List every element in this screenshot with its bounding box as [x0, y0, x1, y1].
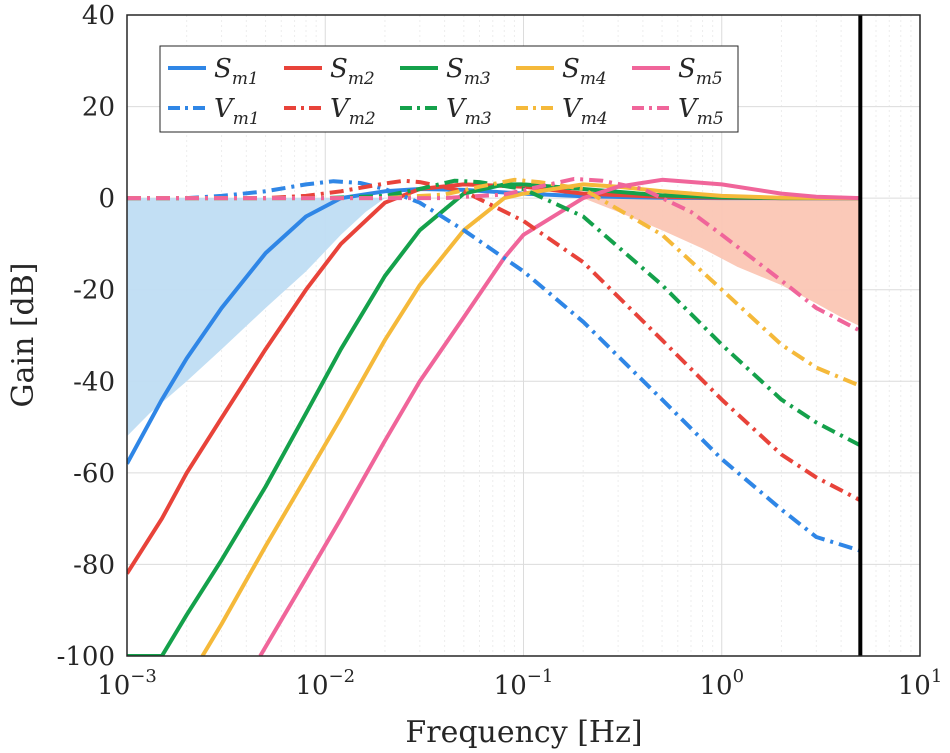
series-line-s-m4	[200, 182, 861, 656]
x-tick-label: 10−3	[97, 666, 157, 701]
x-axis-label: Frequency [Hz]	[405, 715, 642, 750]
series-line-v-m5	[127, 176, 862, 333]
legend-label: Sm3	[446, 54, 491, 89]
legend-label: Vm2	[330, 94, 376, 129]
legend-label: Vm3	[446, 94, 492, 129]
y-tick-label: -40	[73, 367, 115, 397]
series-line-s-m5	[258, 177, 861, 656]
shaded-regions	[127, 198, 861, 437]
y-tick-label: -60	[73, 459, 115, 489]
x-tick-label: 10−1	[494, 666, 554, 701]
series-line-v-m4	[127, 177, 862, 388]
data-lines	[127, 176, 862, 656]
legend-label: Sm5	[678, 54, 723, 89]
series-line-v-m2	[127, 178, 862, 503]
legend-label: Sm2	[330, 54, 375, 89]
legend: Sm1 Sm2 Sm3 Sm4 Sm5 Vm1 Vm2 Vm3 Vm4 Vm5	[159, 45, 739, 133]
y-tick-label: 40	[82, 1, 115, 31]
series-line-s-m3	[127, 182, 861, 656]
x-tick-label: 100	[699, 666, 744, 701]
x-tick-labels: 10−3 10−2 10−1 100 101	[97, 666, 942, 701]
legend-box	[159, 45, 739, 133]
shaded-region	[583, 198, 861, 327]
series-line-v-m1	[127, 179, 861, 553]
y-tick-label: 20	[82, 93, 115, 123]
legend-label: Vm4	[562, 94, 608, 129]
legend-label: Sm1	[214, 54, 259, 89]
y-tick-label: 0	[98, 184, 115, 214]
y-tick-label: -80	[73, 550, 115, 580]
x-tick-label: 101	[898, 666, 943, 701]
legend-label: Sm4	[562, 54, 607, 89]
legend-label: Vm1	[214, 94, 260, 129]
x-tick-label: 10−2	[295, 666, 355, 701]
y-tick-label: -100	[57, 642, 115, 672]
y-axis-label: Gain [dB]	[6, 263, 41, 408]
plot-frame	[126, 14, 921, 657]
shaded-region	[127, 198, 385, 437]
y-tick-labels: -100 -80 -60 -40 -20 0 20 40	[57, 1, 115, 672]
legend-label: Vm5	[678, 94, 724, 129]
y-tick-label: -20	[73, 276, 115, 306]
